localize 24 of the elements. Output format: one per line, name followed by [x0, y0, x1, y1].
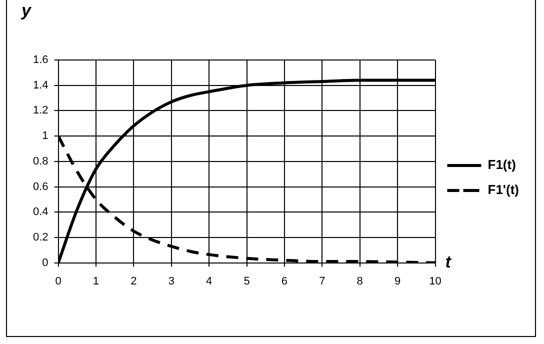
x-tick-label: 9	[394, 275, 401, 288]
x-tick-label: 7	[319, 275, 326, 288]
y-tick-label: 0.8	[32, 155, 48, 168]
y-tick-label: 0.2	[32, 231, 48, 244]
x-tick-label: 6	[281, 275, 288, 288]
x-tick-label: 10	[429, 275, 442, 288]
x-tick-label: 8	[356, 275, 363, 288]
x-tick-label: 4	[206, 275, 212, 288]
y-tick-label: 1	[42, 130, 48, 142]
y-tick-label: 1.2	[32, 104, 48, 117]
x-tick-label: 1	[92, 275, 100, 288]
y-tick-label: 0.6	[32, 180, 48, 193]
y-tick-label: 1.4	[32, 79, 48, 92]
legend-label: F1'(t)	[488, 182, 519, 198]
x-axis-title: t	[445, 252, 452, 272]
y-tick-label: 1.6	[32, 54, 48, 66]
x-tick-label: 2	[130, 275, 137, 288]
x-tick-label: 3	[168, 275, 174, 288]
y-tick-label: 0	[42, 256, 48, 269]
x-tick-label: 0	[55, 275, 62, 288]
legend-label: F1(t)	[488, 157, 516, 172]
y-tick-label: 0.4	[32, 206, 48, 218]
x-tick-label: 5	[244, 275, 250, 288]
y-axis-title: y	[20, 1, 33, 20]
